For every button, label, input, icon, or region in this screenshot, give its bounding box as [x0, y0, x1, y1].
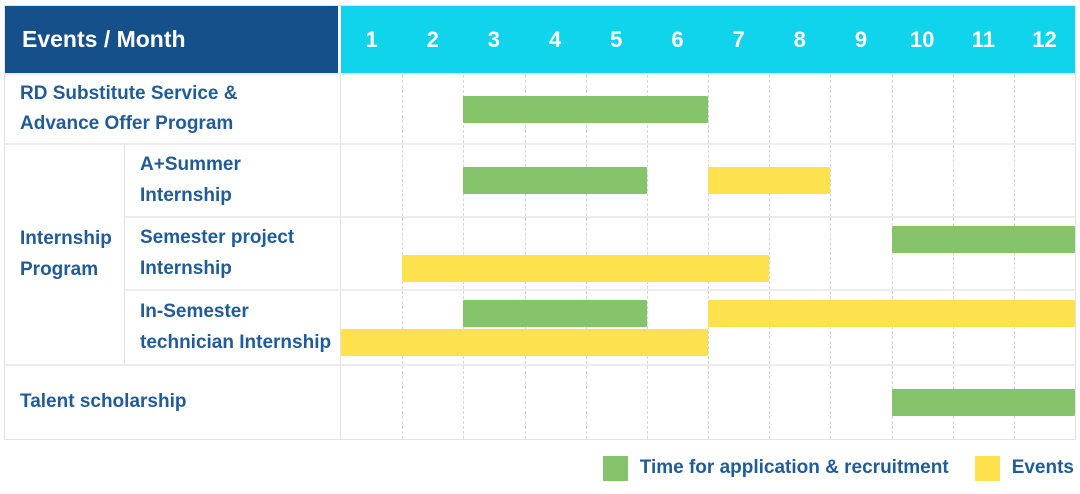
row-label-a-plus-summer-internship: A+Summer Internship [125, 143, 341, 216]
month-gridline [769, 366, 771, 439]
bar-line [341, 95, 1075, 123]
row-label-rd-substitute-service: RD Substitute Service & Advance Offer Pr… [5, 73, 341, 143]
bar-line [341, 167, 1075, 194]
bar-line [341, 328, 1075, 356]
application-recruitment-bar [463, 299, 647, 327]
month-gridline [830, 291, 832, 364]
events-bar [341, 328, 708, 356]
month-header-11: 11 [971, 26, 995, 52]
legend-label-events: Events [1011, 457, 1074, 478]
application-recruitment-bar [463, 95, 708, 123]
month-header-3: 3 [487, 26, 501, 52]
group-label-internship-program: Internship Program [5, 143, 125, 364]
application-recruitment-bar [463, 167, 647, 194]
month-gridline [769, 75, 771, 143]
months-row: 1 2 3 4 5 6 7 8 9 10 11 12 [341, 6, 1075, 73]
table-title-cell: Events / Month [5, 6, 341, 73]
month-gridline [708, 75, 709, 143]
month-gridline [952, 218, 954, 289]
month-gridline [463, 218, 465, 289]
bars-container [341, 75, 1075, 143]
month-header-1: 1 [365, 26, 378, 52]
month-gridline [830, 366, 832, 439]
month-gridline [891, 218, 893, 289]
bars-container [341, 145, 1075, 216]
table-title: Events / Month [22, 26, 186, 52]
month-gridline [891, 291, 893, 364]
row-label-talent-scholarship: Talent scholarship [5, 364, 341, 439]
timeline-a-plus-summer-internship [341, 143, 1075, 216]
month-header-2: 2 [426, 26, 439, 52]
month-gridline [646, 145, 648, 216]
month-gridline [646, 366, 648, 439]
bar-line [341, 225, 1075, 253]
bar-line [341, 299, 1075, 327]
month-gridline [830, 75, 832, 143]
timeline-talent-scholarship [341, 364, 1075, 439]
bar-line [341, 389, 1075, 416]
month-gridline [830, 218, 832, 289]
month-header-10: 10 [909, 26, 935, 52]
month-gridline [1013, 218, 1015, 289]
bars-container [341, 366, 1075, 439]
month-gridline [708, 291, 709, 364]
month-gridline [463, 291, 465, 364]
bar-line [341, 254, 1075, 282]
month-gridline [708, 366, 709, 439]
application-recruitment-bar [891, 225, 1075, 253]
month-gridline [402, 75, 404, 143]
row-label-in-semester-technician-internship: In-Semester technician Internship [125, 289, 341, 364]
timeline-in-semester-technician-internship [341, 289, 1075, 364]
application-recruitment-bar [891, 389, 1075, 416]
events-bar [402, 254, 770, 282]
month-gridline [402, 291, 404, 364]
month-gridline [952, 75, 954, 143]
month-gridline [524, 291, 526, 364]
month-gridline [952, 291, 954, 364]
month-header-5: 5 [610, 26, 623, 52]
month-gridline [524, 366, 526, 439]
month-gridline [891, 145, 893, 216]
month-gridline [585, 218, 587, 289]
events-bar [708, 299, 1075, 327]
legend-item-events: Events [974, 455, 1074, 481]
month-header-4: 4 [548, 26, 562, 52]
month-gridline [402, 218, 404, 289]
month-gridline [524, 218, 526, 289]
legend-item-application: Time for application & recruitment [602, 455, 949, 481]
month-header-8: 8 [793, 26, 806, 52]
timeline-rd-substitute-service [341, 73, 1075, 143]
month-gridline [402, 145, 404, 216]
month-gridline [1013, 291, 1015, 364]
month-header-12: 12 [1032, 26, 1057, 52]
month-gridline [830, 145, 832, 216]
month-gridline [1013, 145, 1015, 216]
month-header-7: 7 [732, 26, 745, 52]
month-gridline [585, 291, 587, 364]
month-gridline [646, 291, 648, 364]
events-bar [708, 167, 831, 194]
legend-label-application: Time for application & recruitment [639, 457, 949, 478]
month-gridline [1013, 75, 1015, 143]
timeline-semester-project-internship [341, 216, 1075, 289]
legend: Time for application & recruitment Event… [0, 452, 1074, 484]
gantt-table: Events / Month 1 2 3 4 5 6 7 8 9 10 11 12 RD Substi… [4, 5, 1076, 440]
month-header-6: 6 [671, 26, 684, 52]
bars-container [341, 218, 1075, 289]
month-gridline [708, 218, 709, 289]
events-swatch-icon [974, 455, 1000, 481]
application-recruitment-swatch-icon [602, 455, 628, 481]
month-gridline [891, 75, 893, 143]
row-label-semester-project-internship: Semester project Internship [125, 216, 341, 289]
bars-container [341, 291, 1075, 364]
month-gridline [769, 291, 771, 364]
month-gridline [952, 145, 954, 216]
month-gridline [646, 218, 648, 289]
month-gridline [769, 218, 771, 289]
month-gridline [402, 366, 404, 439]
month-gridline [463, 366, 465, 439]
month-gridline [585, 366, 587, 439]
month-header-9: 9 [854, 26, 868, 52]
